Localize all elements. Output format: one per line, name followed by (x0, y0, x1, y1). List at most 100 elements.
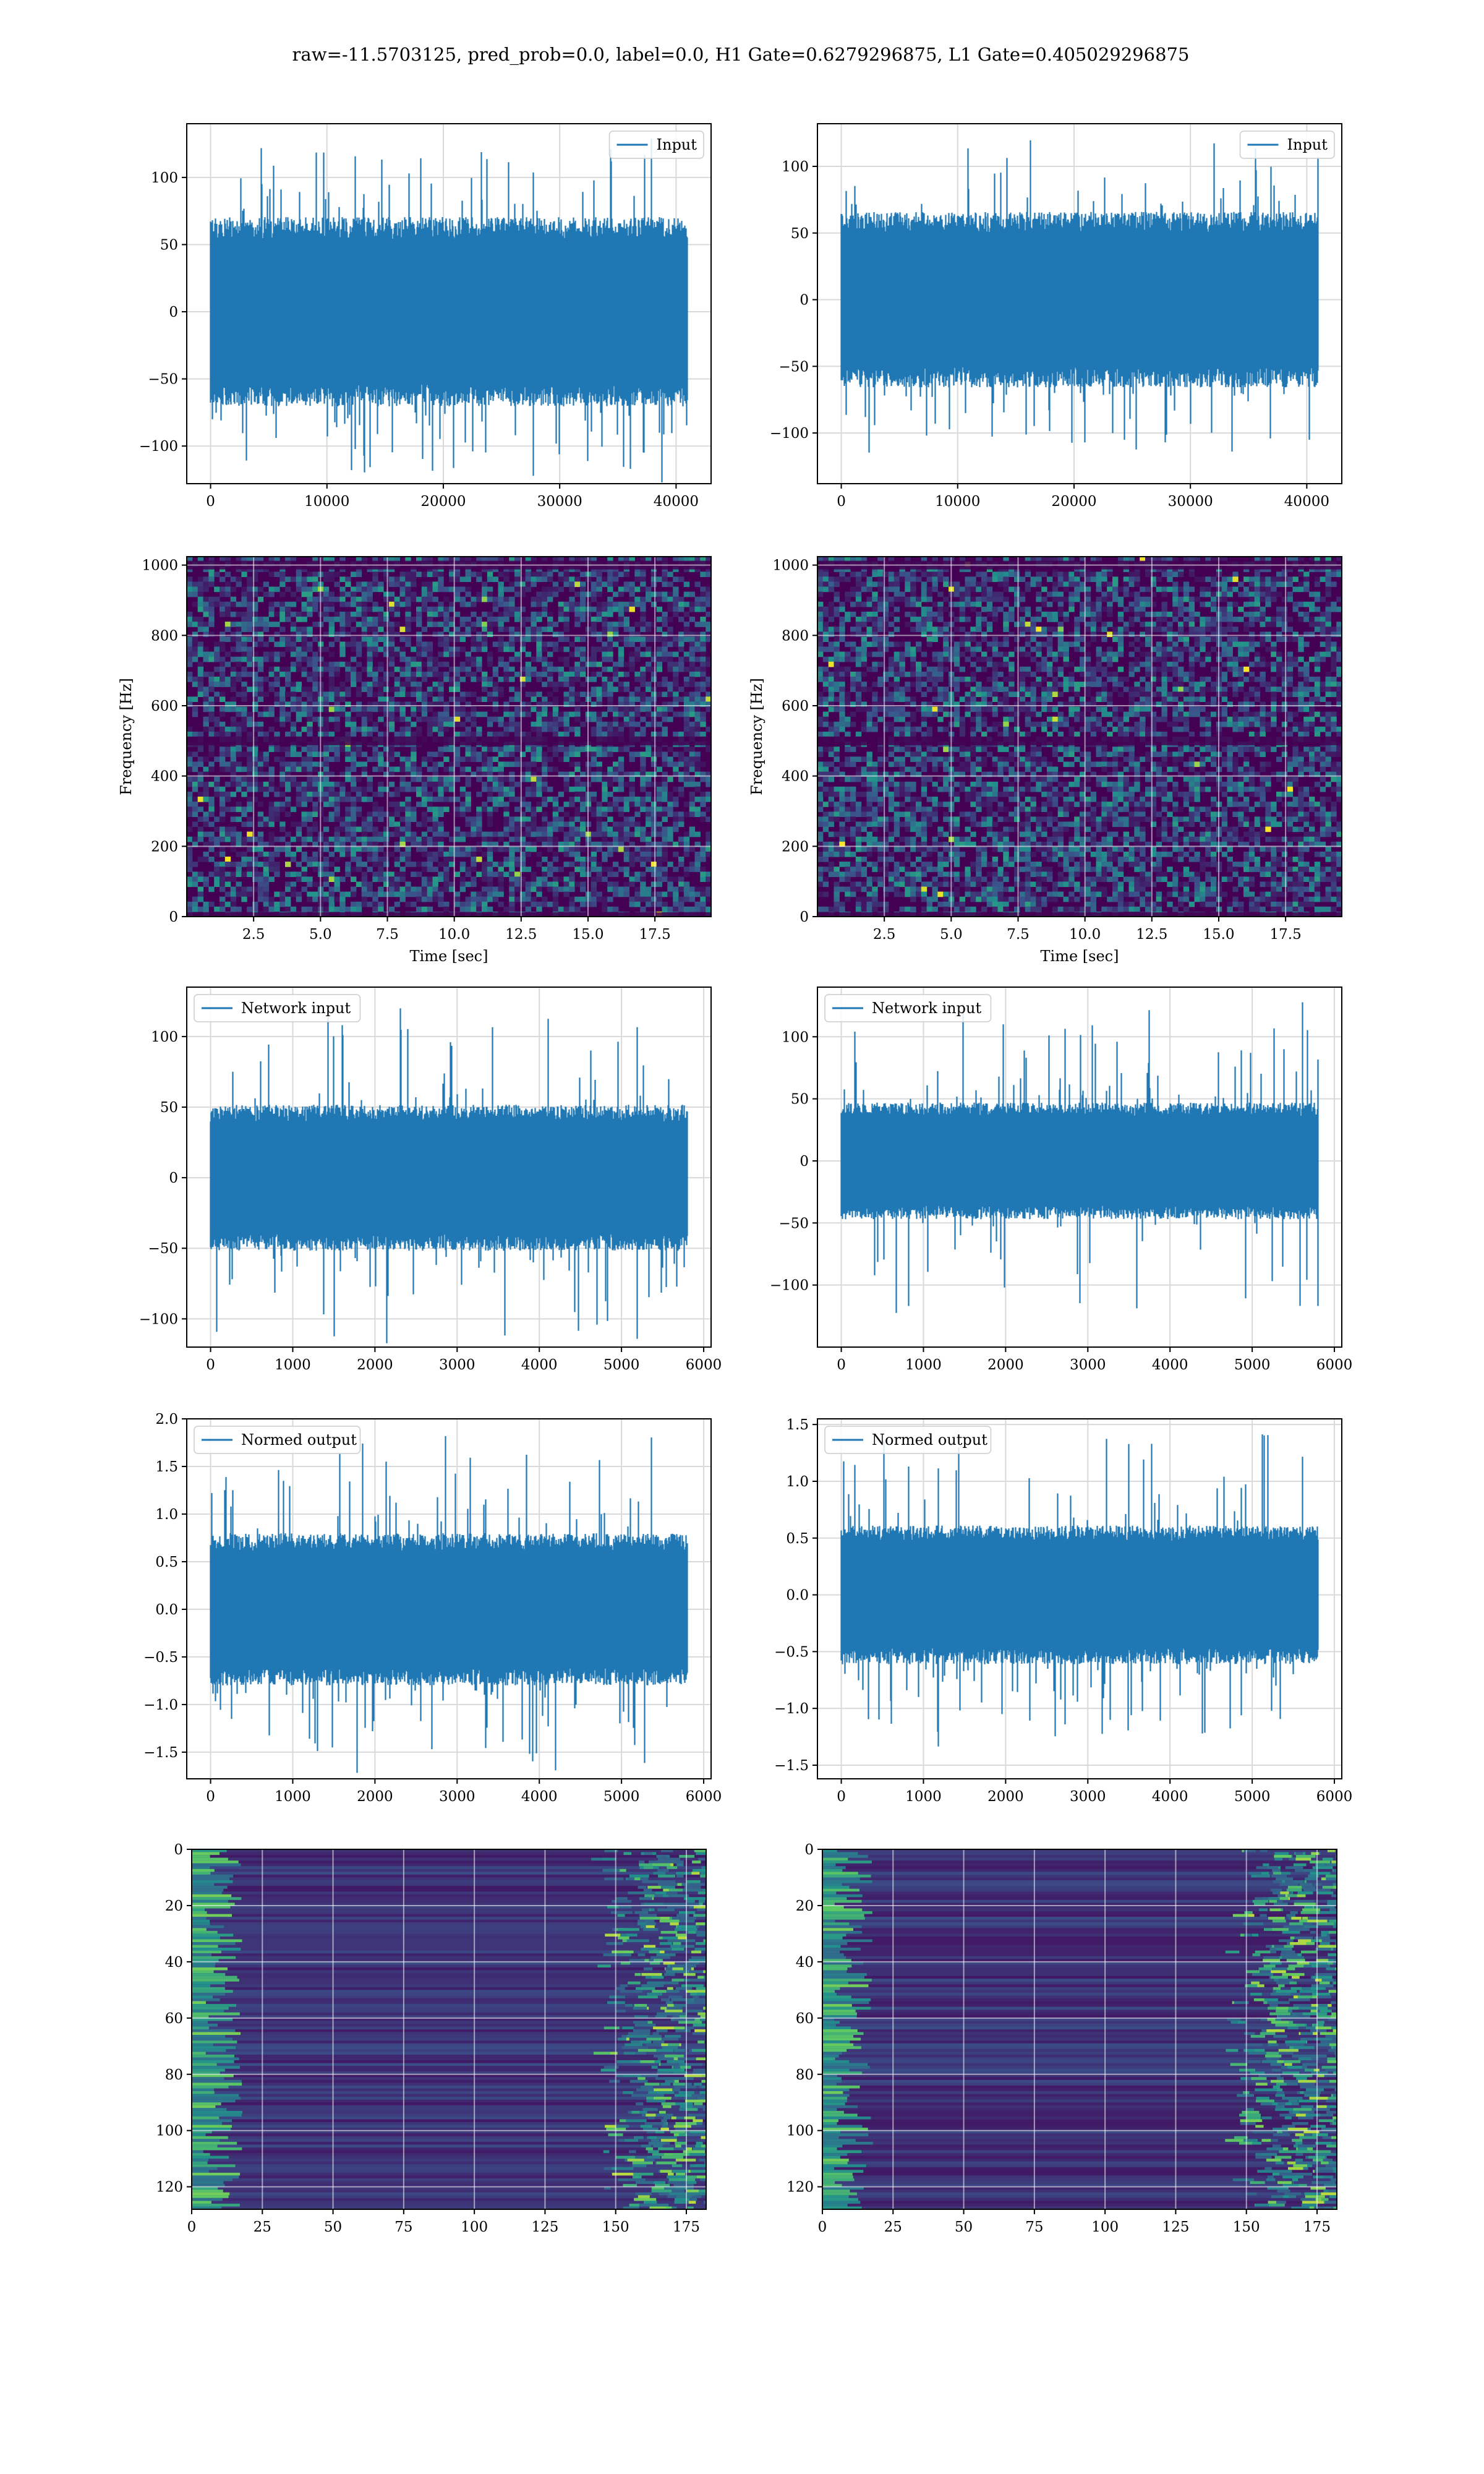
heatmap-cell (574, 576, 581, 582)
heatmap-cell (547, 651, 553, 657)
heatmap-cell (519, 867, 526, 872)
heatmap-cell (866, 641, 872, 648)
heatmap-cell (290, 886, 297, 892)
heatmap-cell (328, 876, 335, 882)
heatmap-cell (388, 747, 395, 752)
heatmap-cell (822, 721, 829, 727)
heatmap-cell (405, 756, 411, 762)
heatmap-cell (525, 841, 532, 847)
heatmap-cell (498, 716, 504, 722)
heatmap-cell (416, 791, 422, 797)
heatmap-cell (700, 846, 706, 852)
heatmap-cell (432, 596, 438, 602)
heatmap-cell (673, 811, 679, 817)
heatmap-cell (252, 661, 258, 667)
heatmap-cell (197, 671, 204, 677)
heatmap-cell (208, 766, 215, 773)
heatmap-cell (580, 682, 586, 687)
heatmap-cell (307, 726, 313, 732)
heatmap-cell (542, 661, 548, 667)
heatmap-cell (427, 661, 433, 667)
heatmap-cell (416, 622, 422, 627)
heatmap-cell (618, 726, 625, 732)
heatmap-cell (525, 867, 532, 872)
heatmap-cell (236, 851, 242, 857)
heatmap-cell (192, 581, 198, 588)
heatmap-cell (220, 646, 226, 653)
heatmap-cell (236, 671, 242, 677)
heatmap-cell (323, 696, 330, 702)
heatmap-cell (399, 571, 406, 577)
heatmap-cell (214, 696, 220, 702)
heatmap-cell (623, 696, 630, 702)
heatmap-cell (405, 641, 411, 648)
heatmap-cell (503, 747, 510, 752)
heatmap-cell (700, 586, 706, 593)
heatmap-cell (263, 781, 270, 787)
heatmap-cell (351, 761, 357, 768)
heatmap-cell (482, 671, 488, 677)
heatmap-cell (236, 891, 242, 897)
heatmap-cell (268, 591, 275, 597)
heatmap-cell (339, 816, 346, 822)
heatmap-cell (866, 776, 872, 782)
heatmap-cell (312, 891, 318, 897)
heatmap-cell (471, 851, 477, 857)
heatmap-cell (208, 601, 215, 607)
heatmap-cell (706, 591, 711, 597)
heatmap-cell (845, 862, 851, 867)
heatmap-cell (285, 671, 291, 677)
heatmap-cell (694, 721, 701, 727)
heatmap-cell (459, 721, 466, 727)
heatmap-cell (351, 682, 357, 687)
heatmap-cell (509, 687, 515, 692)
heatmap-cell (323, 716, 330, 722)
heatmap-cell (361, 591, 368, 597)
heatmap-cell (552, 797, 559, 802)
heatmap-cell (623, 802, 630, 807)
heatmap-cell (574, 791, 581, 797)
heatmap-cell (438, 557, 444, 562)
heatmap-cell (301, 851, 307, 857)
heatmap-cell (230, 886, 237, 892)
heatmap-cell (850, 791, 856, 797)
heatmap-cell (492, 886, 499, 892)
heatmap-cell (866, 726, 872, 732)
heatmap-cell (817, 816, 824, 822)
heatmap-cell (454, 557, 461, 562)
heatmap-cell (569, 586, 575, 593)
heatmap-cell (503, 617, 510, 622)
heatmap-cell (591, 791, 597, 797)
heatmap-cell (405, 622, 411, 627)
heatmap-cell (476, 711, 482, 717)
heatmap-cell (230, 726, 237, 732)
heatmap-cell (252, 651, 258, 657)
heatmap-cell (438, 901, 444, 907)
heatmap-cell (683, 611, 690, 617)
heatmap-cell (667, 701, 673, 708)
heatmap-cell (268, 557, 275, 562)
heatmap-cell (492, 666, 499, 672)
heatmap-cell (850, 816, 856, 822)
heatmap-cell (678, 876, 684, 882)
heatmap-cell (399, 716, 406, 722)
heatmap-cell (482, 841, 488, 847)
heatmap-cell (279, 641, 286, 648)
heatmap-cell (834, 851, 840, 857)
heatmap-cell (339, 826, 346, 833)
heatmap-cell (268, 706, 275, 713)
heatmap-cell (487, 906, 493, 912)
heatmap-cell (850, 747, 856, 752)
heatmap-cell (203, 646, 209, 653)
heatmap-cell (591, 622, 597, 627)
heatmap-cell (427, 646, 433, 653)
heatmap-cell (247, 636, 253, 642)
heatmap-cell (220, 671, 226, 677)
heatmap-cell (602, 576, 608, 582)
heatmap-cell (492, 641, 499, 648)
heatmap-cell (388, 651, 395, 657)
heatmap-cell (678, 601, 684, 607)
heatmap-cell (247, 617, 253, 622)
heatmap-cell (356, 601, 362, 607)
heatmap-cell (678, 661, 684, 667)
